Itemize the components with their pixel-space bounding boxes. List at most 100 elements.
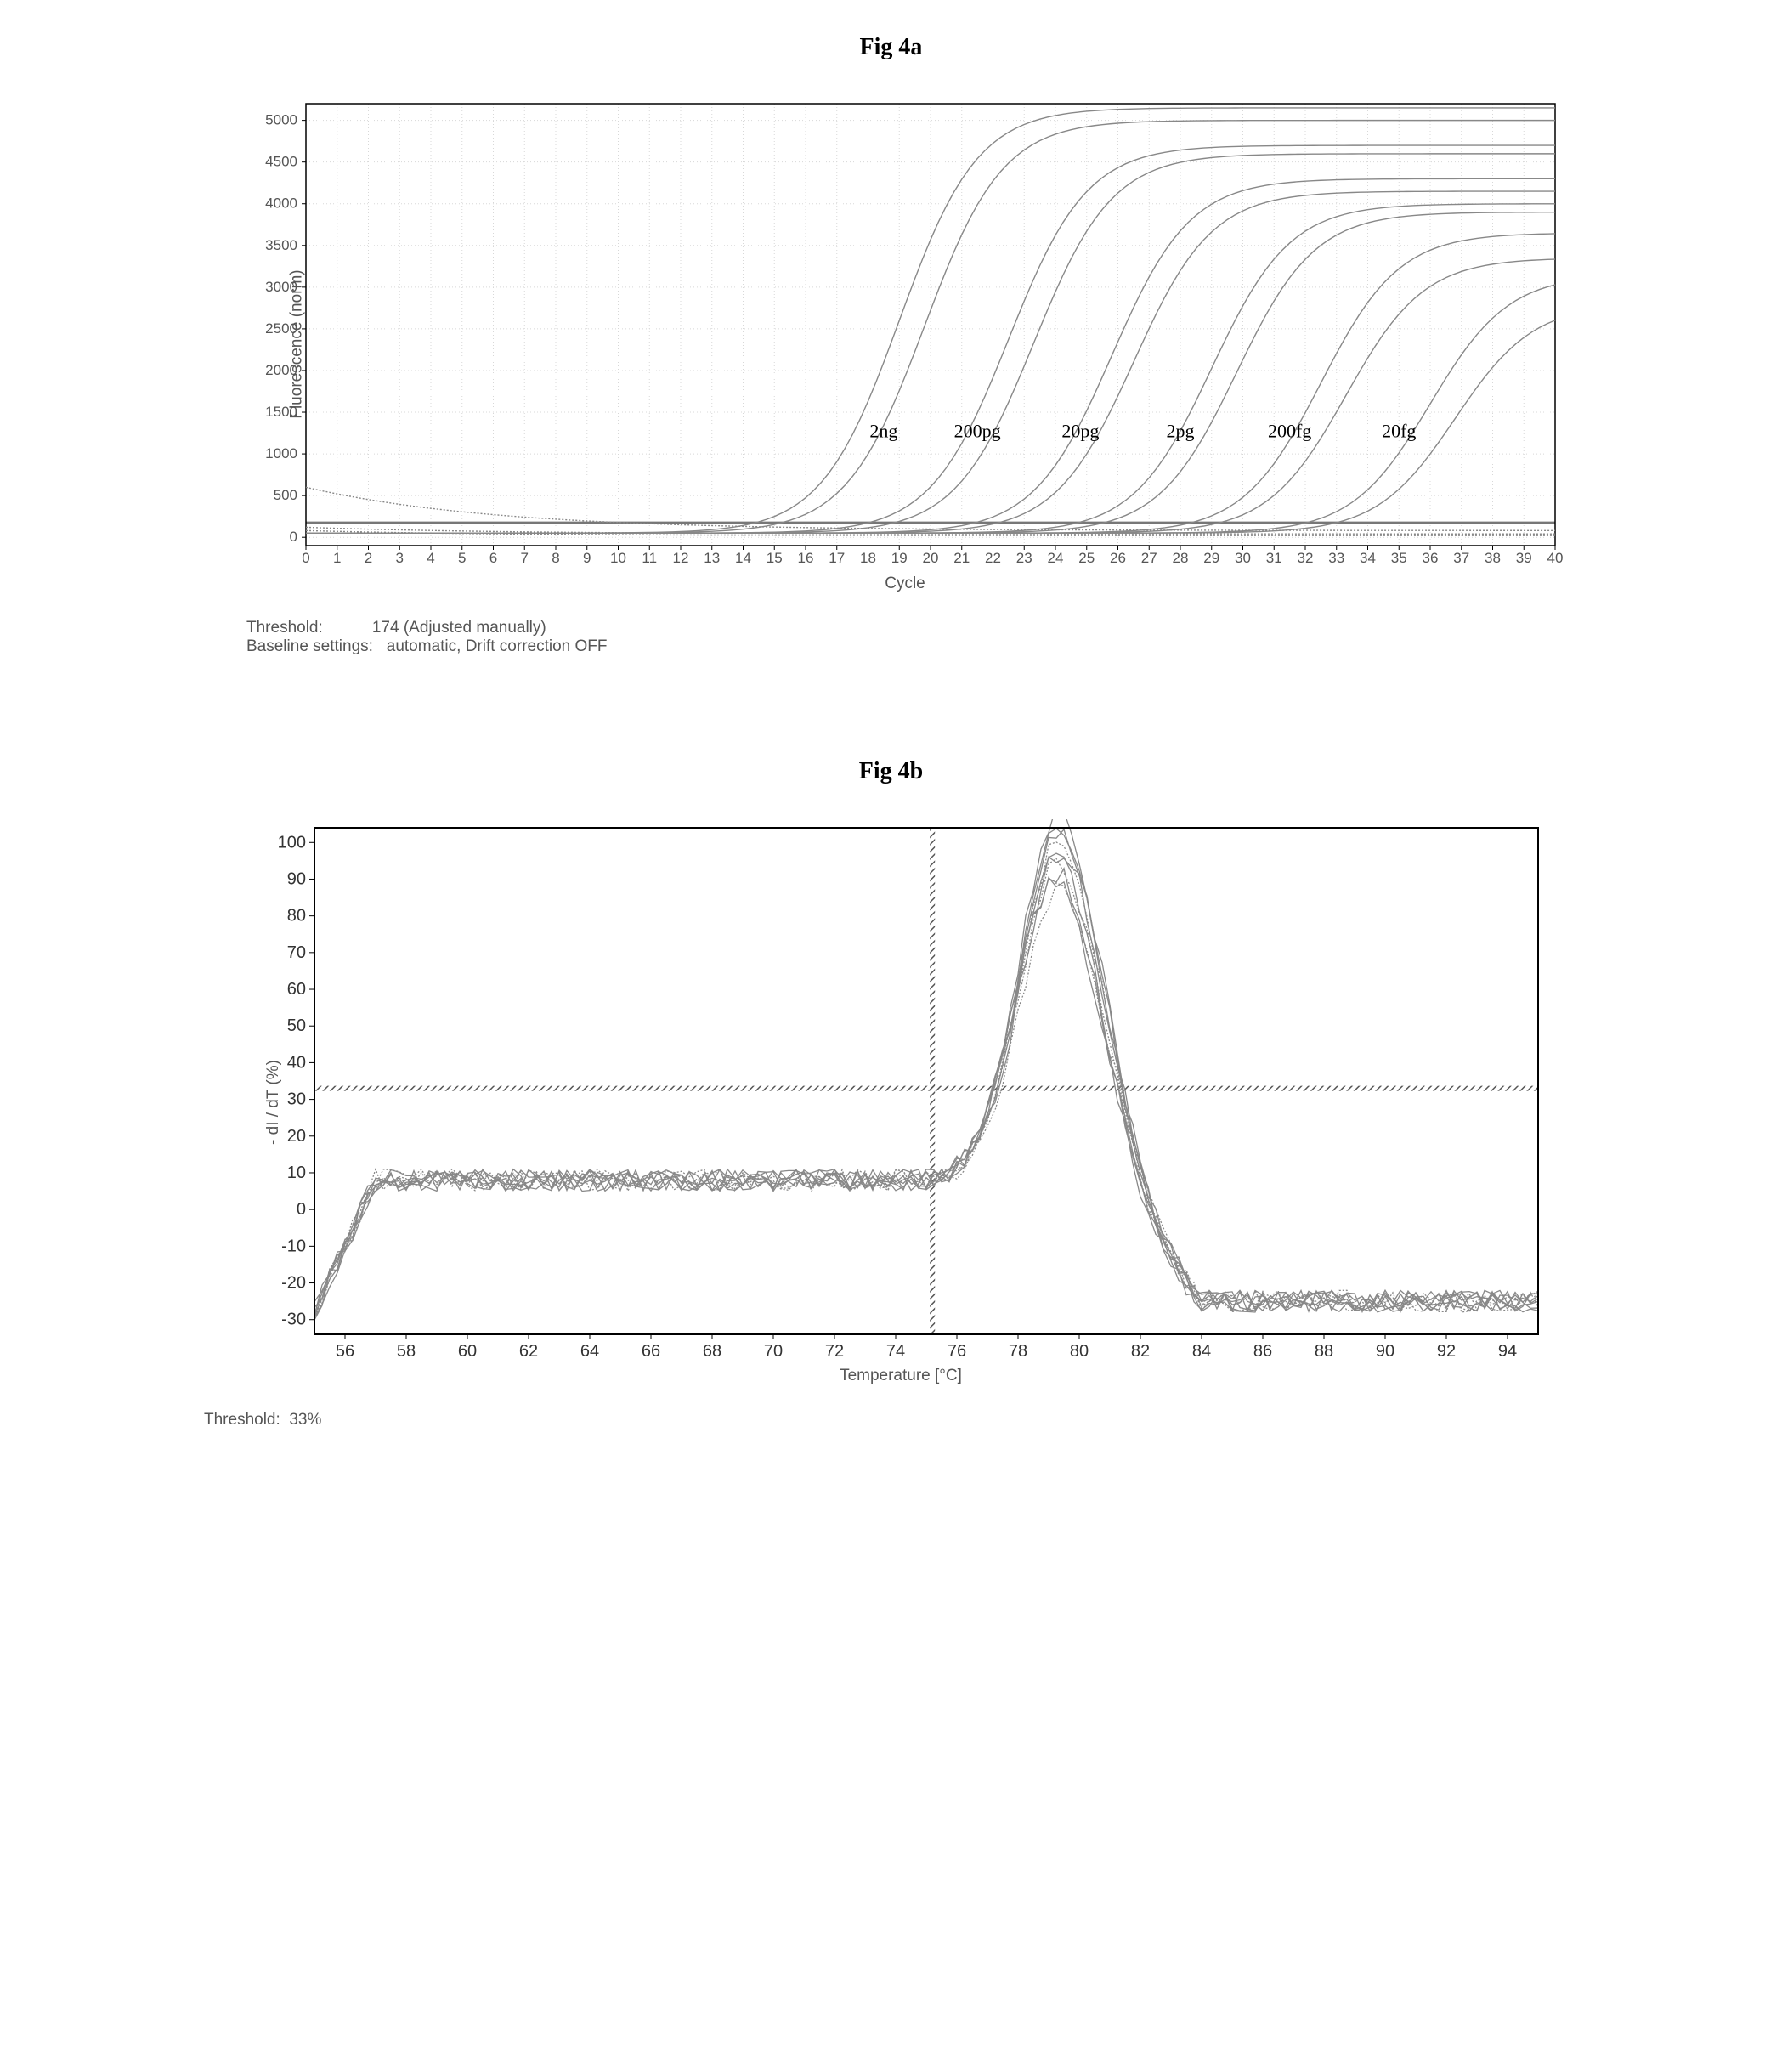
caption-line: Baseline settings: automatic, Drift corr… [246, 637, 1748, 656]
svg-text:3: 3 [396, 550, 404, 566]
svg-text:27: 27 [1141, 550, 1157, 566]
svg-text:22: 22 [985, 550, 1001, 566]
svg-text:84: 84 [1192, 1342, 1211, 1361]
svg-text:5: 5 [458, 550, 466, 566]
svg-text:16: 16 [798, 550, 814, 566]
svg-text:86: 86 [1253, 1342, 1272, 1361]
svg-text:500: 500 [274, 487, 297, 503]
svg-text:80: 80 [287, 907, 306, 926]
svg-text:31: 31 [1266, 550, 1282, 566]
captions-a: Threshold: 174 (Adjusted manually)Baseli… [246, 619, 1748, 656]
svg-text:200pg: 200pg [954, 420, 1001, 441]
svg-text:25: 25 [1078, 550, 1095, 566]
svg-text:8: 8 [552, 550, 559, 566]
svg-text:5000: 5000 [265, 112, 297, 128]
svg-text:20: 20 [287, 1127, 306, 1146]
svg-text:35: 35 [1391, 550, 1407, 566]
svg-text:32: 32 [1298, 550, 1314, 566]
amplification-plot-svg: 0123456789101112131415161718192021222324… [246, 95, 1564, 571]
svg-text:13: 13 [704, 550, 720, 566]
svg-text:3500: 3500 [265, 237, 297, 253]
svg-text:0: 0 [290, 529, 297, 545]
svg-text:39: 39 [1516, 550, 1532, 566]
svg-text:19: 19 [891, 550, 908, 566]
svg-text:24: 24 [1048, 550, 1064, 566]
svg-text:30: 30 [1235, 550, 1251, 566]
svg-text:66: 66 [642, 1342, 660, 1361]
svg-text:62: 62 [519, 1342, 538, 1361]
svg-text:74: 74 [886, 1342, 905, 1361]
svg-text:28: 28 [1173, 550, 1189, 566]
svg-text:2: 2 [365, 550, 372, 566]
y-axis-label-b: - dI / dT (%) [264, 1060, 283, 1145]
svg-text:76: 76 [948, 1342, 966, 1361]
svg-text:4000: 4000 [265, 195, 297, 212]
svg-text:0: 0 [297, 1200, 306, 1219]
svg-text:82: 82 [1131, 1342, 1150, 1361]
caption-line: Threshold: 174 (Adjusted manually) [246, 619, 1748, 637]
fig-4b-title: Fig 4b [34, 758, 1748, 785]
svg-text:64: 64 [580, 1342, 599, 1361]
svg-text:40: 40 [287, 1053, 306, 1072]
svg-text:70: 70 [287, 943, 306, 962]
svg-text:1000: 1000 [265, 445, 297, 461]
svg-text:17: 17 [829, 550, 845, 566]
y-axis-label-a: Fluorescence (norm) [288, 269, 307, 418]
svg-text:29: 29 [1203, 550, 1219, 566]
svg-text:21: 21 [953, 550, 970, 566]
svg-text:-30: -30 [281, 1311, 306, 1329]
svg-text:92: 92 [1437, 1342, 1456, 1361]
fig-4a-title: Fig 4a [34, 34, 1748, 61]
amplification-plot: Fluorescence (norm) 01234567891011121314… [246, 95, 1564, 593]
svg-text:60: 60 [458, 1342, 477, 1361]
svg-text:94: 94 [1498, 1342, 1517, 1361]
svg-text:68: 68 [703, 1342, 721, 1361]
svg-text:80: 80 [1070, 1342, 1089, 1361]
melt-curve-plot-svg: 5658606264666870727476788082848688909294… [255, 819, 1547, 1363]
svg-text:10: 10 [287, 1163, 306, 1182]
svg-text:12: 12 [673, 550, 689, 566]
svg-text:18: 18 [860, 550, 876, 566]
x-axis-label-a: Cycle [246, 575, 1564, 593]
svg-text:2ng: 2ng [869, 420, 897, 441]
svg-text:72: 72 [825, 1342, 844, 1361]
x-axis-label-b: Temperature [°C] [255, 1367, 1547, 1385]
svg-text:4500: 4500 [265, 154, 297, 170]
caption-line: Threshold: 33% [204, 1411, 1748, 1429]
svg-text:-20: -20 [281, 1274, 306, 1293]
svg-text:90: 90 [287, 869, 306, 888]
svg-text:100: 100 [278, 833, 306, 852]
svg-text:20fg: 20fg [1382, 420, 1416, 441]
svg-text:15: 15 [767, 550, 783, 566]
captions-b: Threshold: 33% [204, 1411, 1748, 1429]
figure-4a: Fig 4a Fluorescence (norm) 0123456789101… [34, 34, 1748, 656]
svg-text:38: 38 [1485, 550, 1501, 566]
svg-text:11: 11 [642, 550, 657, 566]
svg-text:0: 0 [302, 550, 309, 566]
svg-text:20: 20 [923, 550, 939, 566]
svg-text:70: 70 [764, 1342, 783, 1361]
svg-text:88: 88 [1315, 1342, 1333, 1361]
svg-text:58: 58 [397, 1342, 416, 1361]
svg-text:7: 7 [521, 550, 529, 566]
svg-text:6: 6 [489, 550, 497, 566]
melt-curve-plot: - dI / dT (%) 56586062646668707274767880… [255, 819, 1547, 1385]
svg-text:1: 1 [333, 550, 341, 566]
svg-text:20pg: 20pg [1061, 420, 1099, 441]
svg-text:-10: -10 [281, 1237, 306, 1255]
svg-text:200fg: 200fg [1268, 420, 1311, 441]
svg-text:40: 40 [1547, 550, 1564, 566]
svg-text:2pg: 2pg [1167, 420, 1195, 441]
svg-text:14: 14 [735, 550, 751, 566]
svg-text:56: 56 [336, 1342, 354, 1361]
svg-text:26: 26 [1110, 550, 1126, 566]
svg-text:60: 60 [287, 980, 306, 999]
svg-text:50: 50 [287, 1016, 306, 1035]
svg-text:90: 90 [1376, 1342, 1394, 1361]
svg-text:10: 10 [610, 550, 626, 566]
svg-text:37: 37 [1453, 550, 1469, 566]
svg-text:30: 30 [287, 1090, 306, 1109]
svg-text:4: 4 [427, 550, 434, 566]
svg-text:9: 9 [583, 550, 591, 566]
svg-text:36: 36 [1423, 550, 1439, 566]
